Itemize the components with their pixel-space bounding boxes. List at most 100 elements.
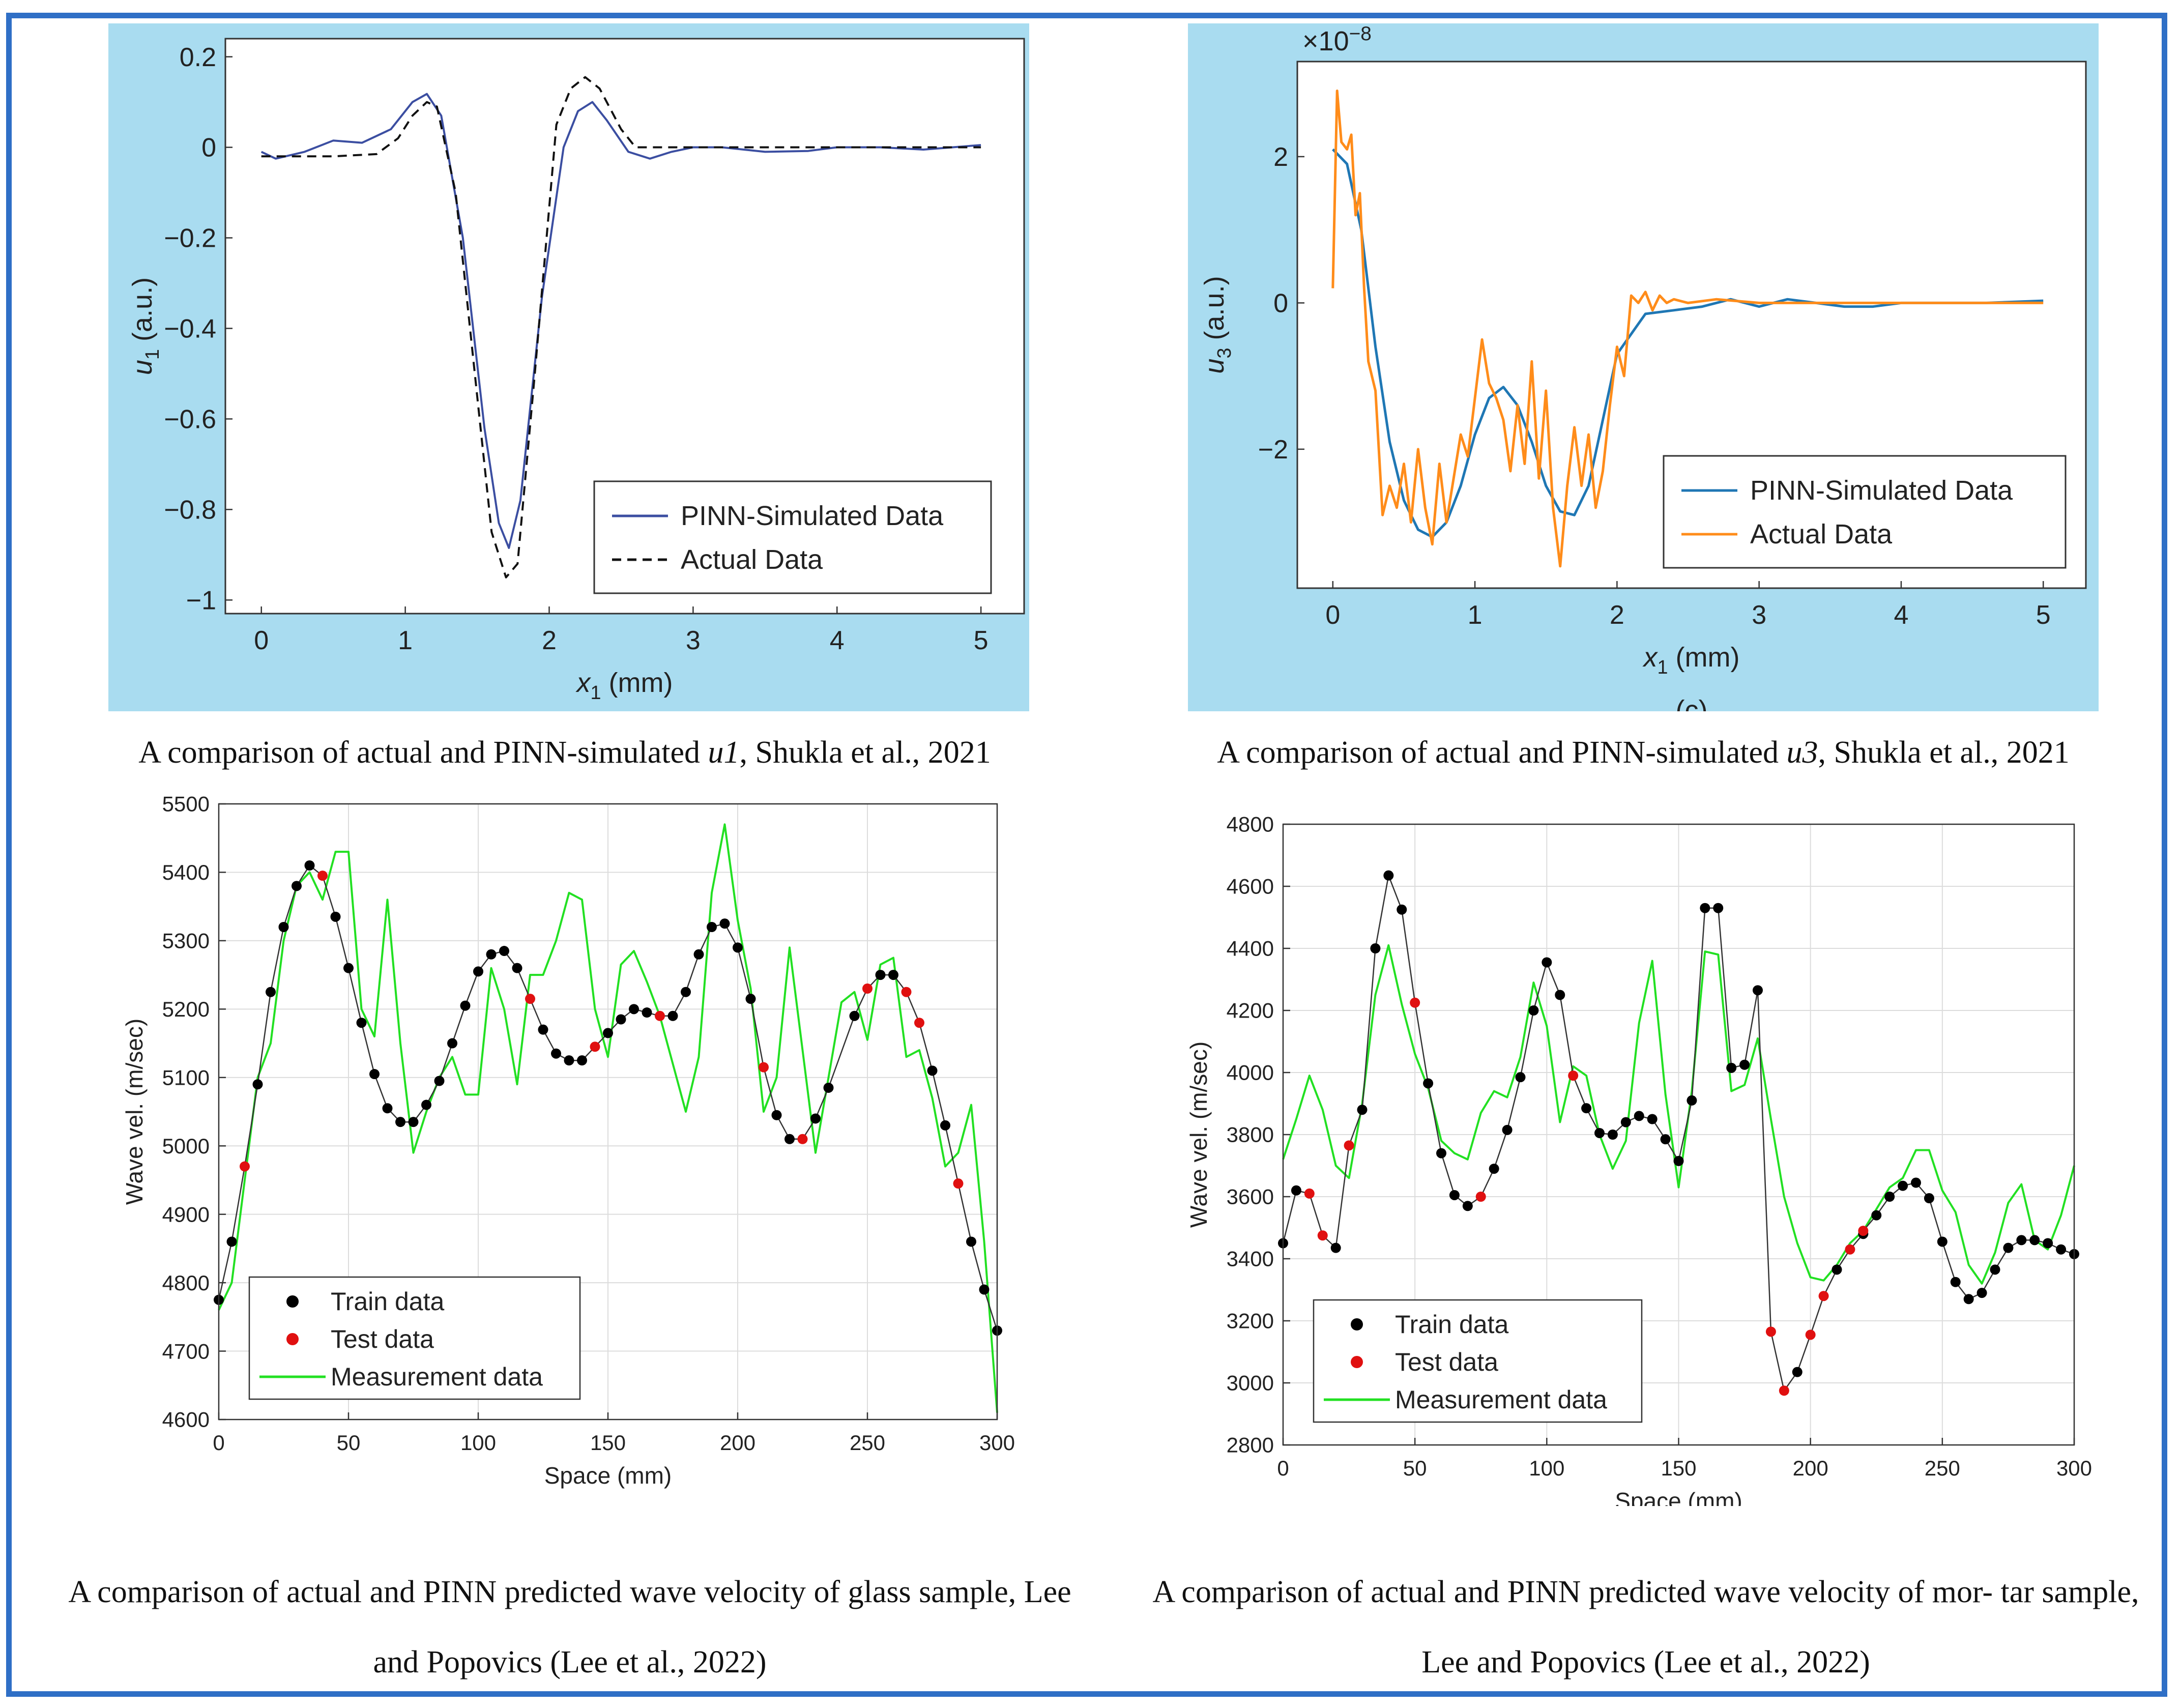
legend: PINN-Simulated Data Actual Data <box>1663 455 2067 569</box>
train-point <box>421 1099 431 1110</box>
y-tick-label: 5300 <box>162 929 210 953</box>
series-line-actual-data <box>261 76 981 578</box>
train-point <box>447 1038 457 1049</box>
y-tick-label: 5100 <box>162 1065 210 1089</box>
x-tick-label: 150 <box>1661 1456 1696 1480</box>
y-tick-label: 4900 <box>162 1202 210 1226</box>
train-point <box>1423 1078 1434 1089</box>
x-tick-label: 0 <box>1277 1456 1289 1480</box>
x-tick-label: 150 <box>590 1431 626 1455</box>
legend-label: Actual Data <box>1750 519 1893 549</box>
legend: Train data Test data Measurement data <box>248 1276 581 1400</box>
y-tick-label: 4800 <box>162 1271 210 1295</box>
x-tick-label: 1 <box>1468 600 1483 630</box>
y-axis-label: Wave vel. (m/sec) <box>121 1019 148 1205</box>
train-point <box>1357 1105 1368 1115</box>
train-point <box>810 1113 821 1124</box>
test-point <box>1779 1385 1789 1396</box>
train-point <box>629 1004 639 1015</box>
train-point <box>1555 990 1565 1000</box>
x-tick-label: 50 <box>1403 1456 1427 1480</box>
y-tick-label: 3800 <box>1227 1123 1274 1147</box>
train-point <box>1489 1164 1499 1174</box>
train-point <box>2029 1235 2040 1246</box>
y-tick-label: 3200 <box>1227 1309 1274 1333</box>
y-tick-label: 4600 <box>1227 875 1274 899</box>
train-point <box>1884 1192 1895 1202</box>
train-point <box>356 1018 367 1028</box>
y-tick-label: 4600 <box>162 1408 210 1432</box>
test-point <box>1344 1140 1354 1151</box>
plot-frame <box>224 38 1025 615</box>
train-point <box>681 987 691 997</box>
train-point <box>1436 1148 1446 1159</box>
chart-panel-glass: 0 50 100 150 200 250 300 4600 4700 4800 4900 5000 51… <box>92 794 1058 1506</box>
train-point <box>460 1000 471 1011</box>
chart-panel-b: 0 1 2 3 4 5 0.2 0 −0.2 −0.4 −0.6 −0.8 −1 x1 (mm) u1 (a… <box>108 23 1029 711</box>
train-point <box>719 918 730 929</box>
train-point <box>499 946 509 957</box>
legend-box <box>1663 455 2067 569</box>
chart-glass-velocity: 0 50 100 150 200 250 300 4600 4700 4800 4900 5000 51… <box>121 794 1015 1489</box>
train-point <box>1542 957 1552 968</box>
y-tick-label: 5500 <box>162 794 210 816</box>
caption-u1-prefix: A comparison of actual and PINN-simulate… <box>138 735 708 770</box>
train-point <box>1832 1264 1842 1275</box>
train-point <box>564 1055 574 1066</box>
x-axis-label: Space (mm) <box>544 1462 672 1489</box>
train-point <box>1726 1062 1737 1073</box>
train-point <box>1528 1005 1539 1016</box>
legend-test-marker <box>286 1333 299 1345</box>
x-tick-label: 4 <box>1894 600 1908 630</box>
caption-u1-var: u1 <box>708 735 740 770</box>
x-tick-label: 250 <box>850 1431 885 1455</box>
train-point <box>2056 1244 2067 1255</box>
y-tick-label: 4200 <box>1227 999 1274 1023</box>
train-point <box>1397 904 1407 915</box>
x-tick-label: 0 <box>254 626 269 655</box>
x-tick-label: 5 <box>2036 600 2051 630</box>
caption-mortar: A comparison of actual and PINN predicte… <box>1152 1575 2139 1680</box>
x-tick-label: 100 <box>460 1431 496 1455</box>
test-point <box>1568 1070 1579 1081</box>
train-point <box>577 1055 587 1066</box>
train-point <box>266 987 276 997</box>
x-tick-label: 2 <box>1610 600 1624 630</box>
chart-u3: 0 1 2 3 4 5 2 0 −2 x1 (mm) u3 (a.u.) (c) ×10−8 PINN-S… <box>1199 23 2087 711</box>
train-point <box>1620 1117 1631 1127</box>
y-tick-label: −0.6 <box>164 405 216 435</box>
caption-u3: A comparison of actual and PINN-simulate… <box>1109 717 2177 788</box>
y-tick-label: 2800 <box>1227 1433 1274 1457</box>
train-point <box>1990 1264 2000 1275</box>
chart-mortar-velocity: 0 50 100 150 200 250 300 2800 3000 3200 3400 3600 38… <box>1185 813 2092 1506</box>
test-point <box>655 1010 665 1021</box>
train-point <box>2003 1242 2014 1253</box>
caption-u3-prefix: A comparison of actual and PINN-simulate… <box>1217 735 1787 770</box>
y-tick-label: 4700 <box>162 1339 210 1363</box>
train-point <box>1911 1177 1921 1188</box>
y-tick-label: 0.2 <box>180 43 216 72</box>
legend-test-marker <box>1351 1356 1363 1368</box>
train-point <box>1700 903 1710 913</box>
train-point <box>875 970 886 980</box>
legend-label: Train data <box>1395 1310 1508 1339</box>
train-point <box>966 1236 976 1247</box>
test-point <box>914 1018 924 1028</box>
y-tick-label: 3000 <box>1227 1371 1274 1395</box>
x-tick-label: 300 <box>2056 1456 2092 1480</box>
legend-train-marker <box>286 1295 299 1308</box>
train-point <box>330 911 341 922</box>
caption-u3-var: u3 <box>1786 735 1818 770</box>
y-tick-label: 3600 <box>1227 1185 1274 1209</box>
y-axis-label: u1 (a.u.) <box>127 277 163 375</box>
train-point <box>1291 1185 1301 1196</box>
train-point <box>2043 1238 2053 1249</box>
train-point <box>512 963 522 973</box>
test-point <box>759 1062 769 1073</box>
legend-label: Test data <box>1395 1348 1498 1376</box>
train-point <box>1330 1242 1341 1253</box>
x-tick-label: 4 <box>830 626 845 655</box>
legend-train-marker <box>1351 1318 1363 1330</box>
train-point <box>940 1120 950 1131</box>
x-axis-label: Space (mm) <box>1615 1488 1742 1506</box>
